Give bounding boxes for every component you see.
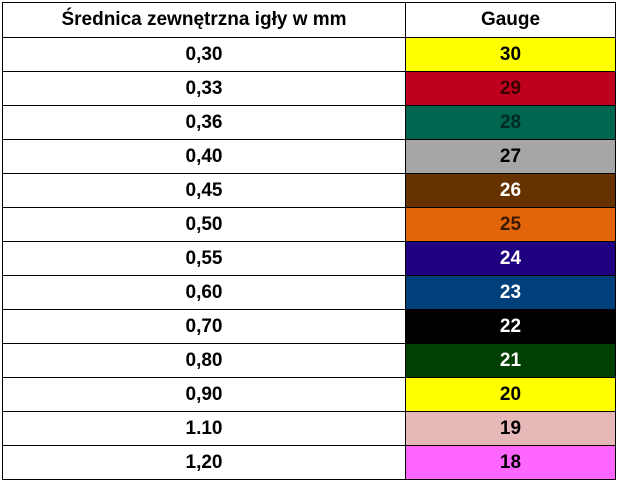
table-row: 0,90 20 — [2, 377, 616, 412]
table-row: 0,40 27 — [2, 139, 616, 174]
gauge-cell: 25 — [405, 207, 616, 242]
diameter-cell: 0,90 — [2, 377, 406, 412]
gauge-cell: 28 — [405, 105, 616, 140]
gauge-cell: 30 — [405, 37, 616, 72]
table-row: 0,30 30 — [2, 37, 616, 72]
diameter-cell: 0,80 — [2, 343, 406, 378]
gauge-cell: 23 — [405, 275, 616, 310]
table-row: 1,20 18 — [2, 445, 616, 480]
table-body: 0,30 30 0,33 29 0,36 28 0,40 27 0,45 26 0,50 25 0,55… — [2, 37, 616, 480]
header-row: Średnica zewnętrzna igły w mm Gauge — [2, 2, 616, 38]
gauge-cell: 20 — [405, 377, 616, 412]
gauge-cell: 29 — [405, 71, 616, 106]
gauge-table: Średnica zewnętrzna igły w mm Gauge 0,30… — [2, 2, 616, 480]
diameter-cell: 1.10 — [2, 411, 406, 446]
diameter-cell: 0,36 — [2, 105, 406, 140]
gauge-cell: 21 — [405, 343, 616, 378]
table-row: 0,45 26 — [2, 173, 616, 208]
table-row: 0,55 24 — [2, 241, 616, 276]
table-row: 0,70 22 — [2, 309, 616, 344]
header-cell: Średnica zewnętrzna igły w mm — [2, 2, 406, 38]
table-row: 0,36 28 — [2, 105, 616, 140]
table-row: 0,50 25 — [2, 207, 616, 242]
gauge-cell: 24 — [405, 241, 616, 276]
gauge-cell: 22 — [405, 309, 616, 344]
table-row: 0,33 29 — [2, 71, 616, 106]
gauge-cell: 26 — [405, 173, 616, 208]
diameter-cell: 0,33 — [2, 71, 406, 106]
diameter-cell: 0,40 — [2, 139, 406, 174]
diameter-cell: 0,55 — [2, 241, 406, 276]
diameter-cell: 0,30 — [2, 37, 406, 72]
gauge-cell: 19 — [405, 411, 616, 446]
gauge-cell: 18 — [405, 445, 616, 480]
header-cell: Gauge — [405, 2, 616, 38]
gauge-cell: 27 — [405, 139, 616, 174]
diameter-cell: 0,70 — [2, 309, 406, 344]
diameter-cell: 0,50 — [2, 207, 406, 242]
diameter-cell: 0,60 — [2, 275, 406, 310]
table-row: 0,80 21 — [2, 343, 616, 378]
table-row: 0,60 23 — [2, 275, 616, 310]
table-row: 1.10 19 — [2, 411, 616, 446]
diameter-cell: 0,45 — [2, 173, 406, 208]
diameter-cell: 1,20 — [2, 445, 406, 480]
